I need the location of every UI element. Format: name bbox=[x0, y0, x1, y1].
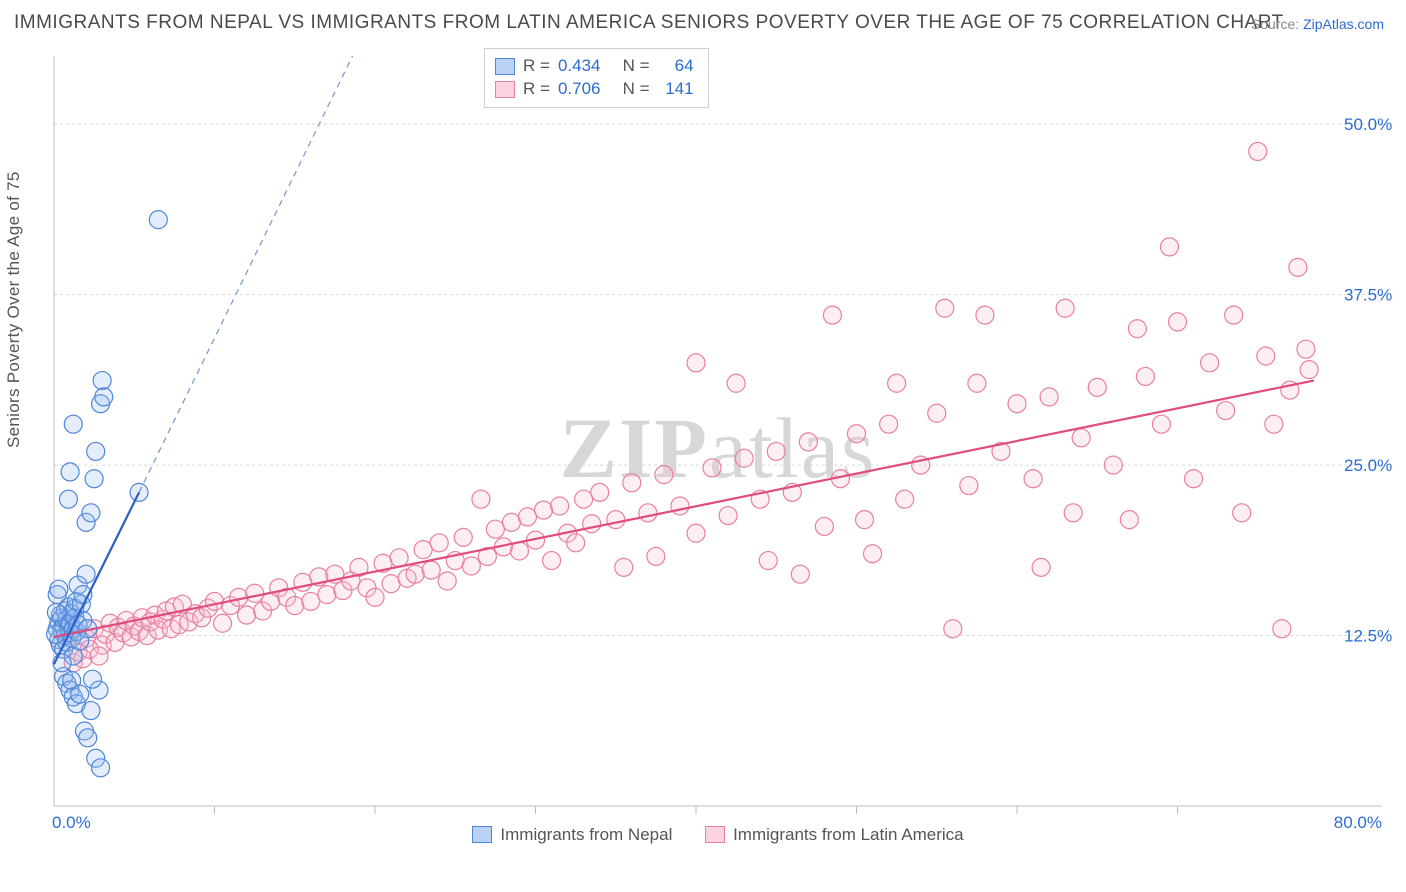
r-value-nepal: 0.434 bbox=[558, 55, 610, 78]
stats-row-latin: R = 0.706 N = 141 bbox=[495, 78, 694, 101]
r-value-latin: 0.706 bbox=[558, 78, 610, 101]
swatch-nepal bbox=[495, 58, 515, 75]
legend-item-latin: Immigrants from Latin America bbox=[705, 825, 964, 845]
series-legend: Immigrants from Nepal Immigrants from La… bbox=[44, 825, 1392, 849]
source-link[interactable]: ZipAtlas.com bbox=[1303, 16, 1384, 32]
svg-text:37.5%: 37.5% bbox=[1344, 286, 1392, 305]
stats-row-nepal: R = 0.434 N = 64 bbox=[495, 55, 694, 78]
chart-title: IMMIGRANTS FROM NEPAL VS IMMIGRANTS FROM… bbox=[14, 12, 1284, 33]
swatch-latin bbox=[495, 81, 515, 98]
legend-label-nepal: Immigrants from Nepal bbox=[500, 825, 672, 845]
plot-area: Seniors Poverty Over the Age of 75 ZIPat… bbox=[44, 48, 1392, 848]
svg-text:12.5%: 12.5% bbox=[1344, 627, 1392, 646]
source-label: Source: bbox=[1251, 16, 1299, 32]
legend-swatch-latin bbox=[705, 826, 725, 843]
svg-text:50.0%: 50.0% bbox=[1344, 115, 1392, 134]
stats-legend: R = 0.434 N = 64 R = 0.706 N = 141 bbox=[484, 48, 709, 108]
y-axis-title: Seniors Poverty Over the Age of 75 bbox=[4, 171, 24, 448]
n-value-latin: 141 bbox=[658, 78, 694, 101]
svg-text:25.0%: 25.0% bbox=[1344, 456, 1392, 475]
scatter-plot-svg: 12.5%25.0%37.5%50.0%0.0%80.0% bbox=[44, 48, 1392, 848]
legend-label-latin: Immigrants from Latin America bbox=[733, 825, 964, 845]
chart-header: IMMIGRANTS FROM NEPAL VS IMMIGRANTS FROM… bbox=[14, 12, 1392, 42]
n-value-nepal: 64 bbox=[658, 55, 694, 78]
chart-source: Source: ZipAtlas.com bbox=[1251, 16, 1384, 32]
legend-item-nepal: Immigrants from Nepal bbox=[472, 825, 672, 845]
legend-swatch-nepal bbox=[472, 826, 492, 843]
